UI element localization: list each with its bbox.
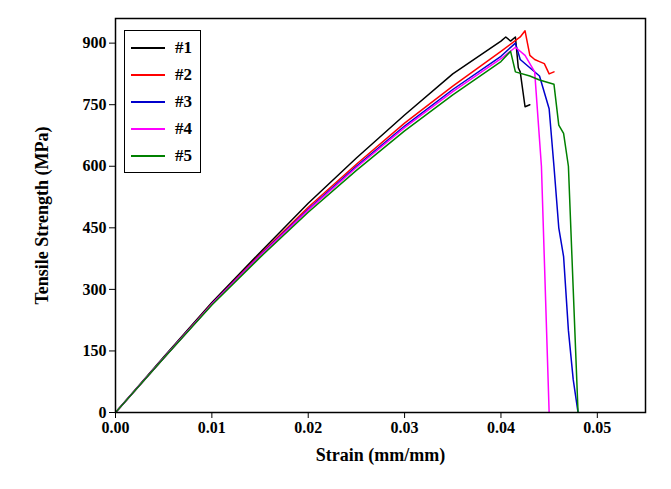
svg-text:450: 450 xyxy=(83,219,107,236)
svg-text:Strain (mm/mm): Strain (mm/mm) xyxy=(316,445,445,466)
svg-text:0: 0 xyxy=(98,403,107,421)
svg-text:600: 600 xyxy=(83,157,107,174)
svg-text:0.00: 0.00 xyxy=(102,419,130,436)
svg-text:150: 150 xyxy=(83,342,107,359)
svg-text:0.01: 0.01 xyxy=(198,419,226,436)
html-text:#3: #3 xyxy=(175,91,192,111)
html-text:#4: #4 xyxy=(175,118,192,138)
svg-text:750: 750 xyxy=(83,96,107,113)
html-text:#1: #1 xyxy=(175,37,192,57)
svg-text:300: 300 xyxy=(83,280,107,297)
svg-text:900: 900 xyxy=(83,34,107,51)
svg-text:0.03: 0.03 xyxy=(391,419,419,436)
html-text:#5: #5 xyxy=(175,145,192,165)
svg-text:0.04: 0.04 xyxy=(487,419,515,436)
svg-text:0.02: 0.02 xyxy=(294,419,322,436)
svg-text:0.05: 0.05 xyxy=(583,419,611,436)
html-text:#2: #2 xyxy=(175,64,192,84)
svg-text:Tensile Strength (MPa): Tensile Strength (MPa) xyxy=(32,126,53,304)
